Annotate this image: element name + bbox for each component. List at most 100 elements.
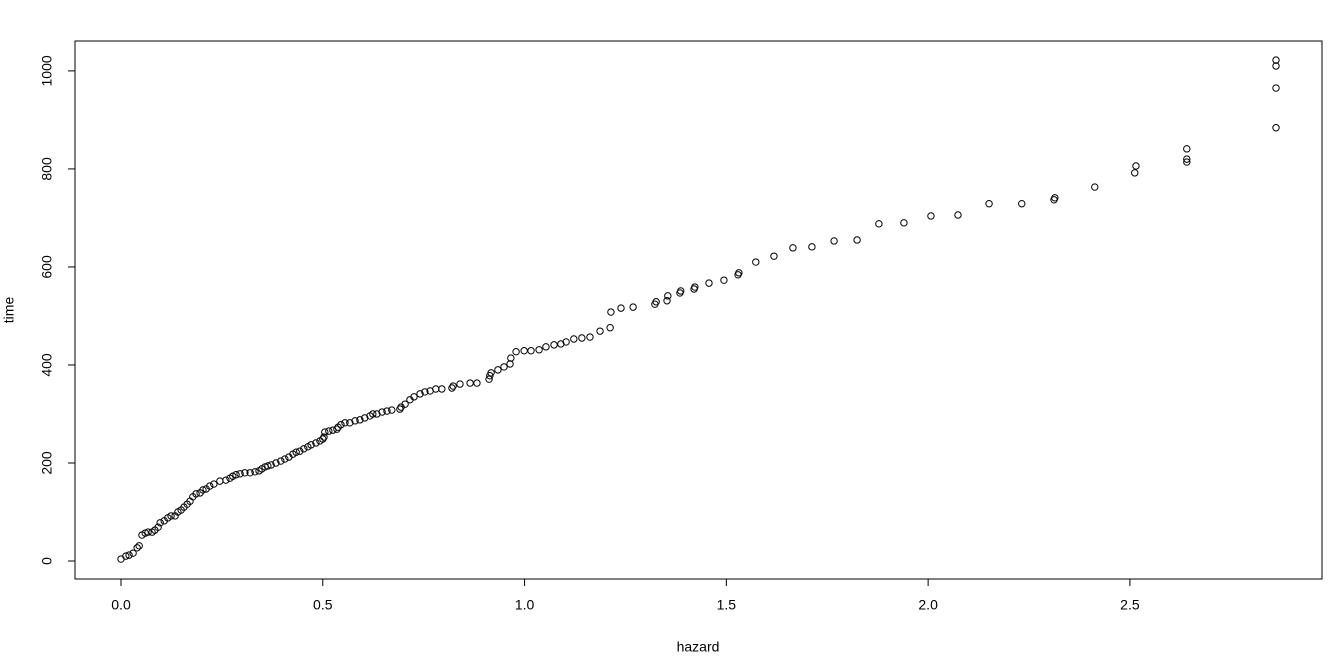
point <box>300 445 308 453</box>
x-tick-label: 2.5 <box>1120 597 1140 613</box>
point <box>448 384 456 392</box>
point <box>487 369 495 377</box>
point <box>607 308 615 316</box>
point <box>927 212 935 220</box>
y-tick-label: 800 <box>39 157 55 181</box>
point <box>337 421 345 429</box>
point <box>410 393 418 401</box>
point <box>346 419 354 427</box>
point <box>416 390 424 398</box>
point <box>396 405 404 413</box>
point <box>720 276 728 284</box>
x-tick-label: 2.0 <box>918 597 938 613</box>
point <box>144 528 152 536</box>
point <box>312 439 320 447</box>
point <box>506 360 514 368</box>
point <box>438 385 446 393</box>
point <box>320 433 328 441</box>
point <box>351 417 359 425</box>
point <box>341 419 349 427</box>
point <box>1131 169 1139 177</box>
point <box>129 549 137 557</box>
point <box>900 219 908 227</box>
point <box>246 469 254 477</box>
point <box>456 380 464 388</box>
point <box>135 542 143 550</box>
point <box>735 269 743 277</box>
point <box>383 407 391 415</box>
point <box>1091 183 1099 191</box>
point <box>373 410 381 418</box>
point <box>485 375 493 383</box>
point <box>557 340 565 348</box>
point <box>321 428 329 436</box>
point <box>325 427 333 435</box>
point <box>388 406 396 414</box>
point <box>125 551 133 559</box>
point <box>562 338 570 346</box>
point <box>586 333 594 341</box>
point <box>550 341 558 349</box>
point <box>199 486 207 494</box>
point <box>267 461 275 469</box>
point <box>222 476 230 484</box>
point <box>789 244 797 252</box>
point <box>770 252 778 260</box>
point <box>1018 200 1026 208</box>
point <box>466 379 474 387</box>
plot-frame <box>74 40 1323 580</box>
point <box>292 448 300 456</box>
point <box>473 379 481 387</box>
point <box>133 544 141 552</box>
point <box>167 512 175 520</box>
point <box>808 243 816 251</box>
point <box>1183 155 1191 163</box>
point <box>432 385 440 393</box>
point <box>206 482 214 490</box>
point <box>512 348 520 356</box>
point <box>500 363 508 371</box>
point <box>664 292 672 300</box>
point <box>122 552 130 560</box>
point <box>596 327 604 335</box>
point <box>494 366 502 374</box>
point <box>691 283 699 291</box>
x-tick-label: 1.0 <box>515 597 535 613</box>
point <box>1272 84 1280 92</box>
point <box>296 447 304 455</box>
point <box>449 382 457 390</box>
point <box>356 416 364 424</box>
point <box>578 334 586 342</box>
point <box>281 455 289 463</box>
point <box>1183 145 1191 153</box>
point <box>307 441 315 449</box>
x-axis-label: hazard <box>677 639 720 655</box>
point <box>985 200 993 208</box>
point <box>617 304 625 312</box>
y-tick-label: 400 <box>39 353 55 377</box>
point <box>251 468 259 476</box>
point <box>705 279 713 287</box>
point <box>875 220 883 228</box>
point <box>752 258 760 266</box>
point <box>1272 56 1280 64</box>
x-tick-label: 0.5 <box>313 597 333 613</box>
point <box>542 343 550 351</box>
point <box>527 347 535 355</box>
point <box>333 425 341 433</box>
y-tick-label: 200 <box>39 451 55 475</box>
point <box>277 457 285 465</box>
point <box>677 287 685 295</box>
y-tick-label: 600 <box>39 255 55 279</box>
point <box>156 519 164 527</box>
point <box>272 459 280 467</box>
point <box>1132 162 1140 170</box>
point <box>378 408 386 416</box>
y-axis-label: time <box>1 297 17 324</box>
point <box>264 462 272 470</box>
point <box>535 346 543 354</box>
point <box>210 480 218 488</box>
point <box>361 414 369 422</box>
point <box>830 237 838 245</box>
point <box>853 236 861 244</box>
